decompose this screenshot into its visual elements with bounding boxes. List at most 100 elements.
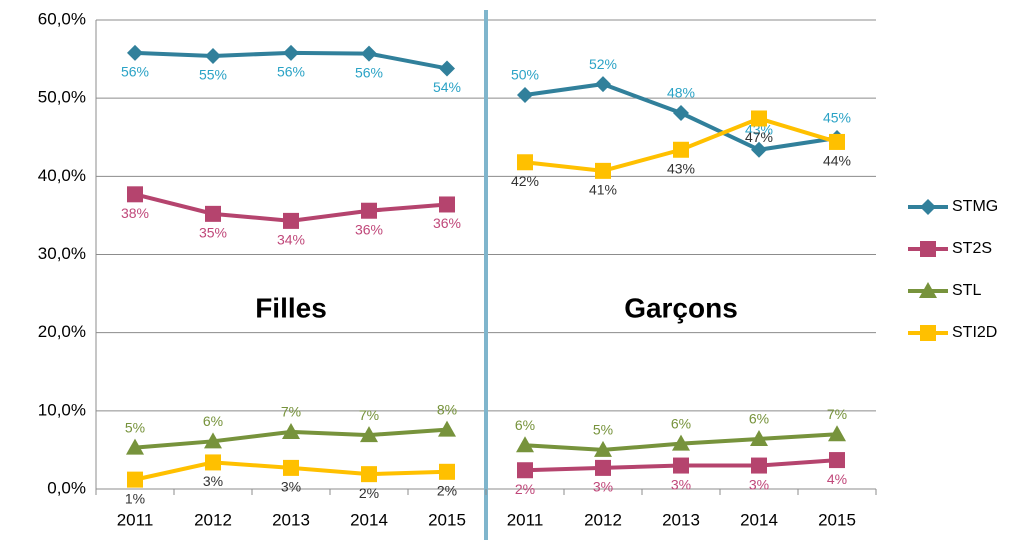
value-label: 38% xyxy=(121,205,149,221)
legend-label: ST2S xyxy=(952,240,992,257)
point xyxy=(595,76,611,93)
point xyxy=(126,438,144,455)
value-label: 34% xyxy=(277,232,305,248)
legend-label: STMG xyxy=(952,198,998,215)
value-label: 44% xyxy=(823,153,851,169)
value-label: 6% xyxy=(671,415,691,431)
point xyxy=(751,110,767,127)
y-tick-label: 10,0% xyxy=(38,400,86,419)
point xyxy=(517,154,533,171)
y-tick-label: 60,0% xyxy=(38,9,86,28)
x-tick-label: 2012 xyxy=(194,510,232,529)
value-label: 3% xyxy=(593,479,613,495)
value-label: 48% xyxy=(667,85,695,101)
point xyxy=(751,141,767,158)
point xyxy=(127,471,143,488)
value-label: 47% xyxy=(745,129,773,145)
panel-label: Filles xyxy=(255,292,327,323)
x-tick-label: 2015 xyxy=(428,510,466,529)
x-tick-label: 2013 xyxy=(272,510,310,529)
value-label: 3% xyxy=(203,473,223,489)
value-label: 50% xyxy=(511,67,539,83)
point xyxy=(283,44,299,61)
point xyxy=(361,202,377,219)
value-label: 35% xyxy=(199,225,227,241)
point xyxy=(673,141,689,158)
point xyxy=(360,426,378,443)
legend-marker xyxy=(920,199,936,215)
value-label: 8% xyxy=(437,401,457,417)
value-label: 2% xyxy=(359,485,379,501)
value-label: 6% xyxy=(515,417,535,433)
x-tick-label: 2012 xyxy=(584,510,622,529)
point xyxy=(439,60,455,77)
value-label: 4% xyxy=(827,471,847,487)
value-label: 54% xyxy=(433,79,461,95)
value-label: 7% xyxy=(359,407,379,423)
y-tick-label: 0,0% xyxy=(47,478,86,497)
point xyxy=(282,422,300,439)
value-label: 45% xyxy=(823,110,851,126)
value-label: 2% xyxy=(515,481,535,497)
legend-marker xyxy=(920,241,936,257)
value-label: 2% xyxy=(437,483,457,499)
y-tick-label: 40,0% xyxy=(38,166,86,185)
point xyxy=(204,432,222,449)
point xyxy=(361,45,377,62)
point xyxy=(673,457,689,474)
value-label: 43% xyxy=(667,160,695,176)
point xyxy=(595,459,611,476)
value-label: 5% xyxy=(125,419,145,435)
value-label: 56% xyxy=(277,64,305,80)
value-label: 5% xyxy=(593,422,613,438)
value-label: 56% xyxy=(121,64,149,80)
point xyxy=(673,105,689,122)
value-label: 56% xyxy=(355,64,383,80)
point xyxy=(829,452,845,469)
value-label: 52% xyxy=(589,56,617,72)
value-label: 6% xyxy=(203,413,223,429)
y-tick-label: 20,0% xyxy=(38,322,86,341)
value-label: 6% xyxy=(749,411,769,427)
point xyxy=(361,466,377,483)
x-tick-label: 2014 xyxy=(740,510,778,529)
value-label: 36% xyxy=(433,215,461,231)
value-label: 55% xyxy=(199,67,227,83)
panel-label: Garçons xyxy=(624,292,738,323)
value-label: 7% xyxy=(281,404,301,420)
x-tick-label: 2015 xyxy=(818,510,856,529)
point xyxy=(438,420,456,437)
legend-label: STL xyxy=(952,282,981,299)
value-label: 7% xyxy=(827,406,847,422)
value-label: 42% xyxy=(511,173,539,189)
value-label: 3% xyxy=(671,476,691,492)
legend-marker xyxy=(920,325,936,341)
legend-label: STI2D xyxy=(952,324,997,341)
point xyxy=(595,162,611,179)
point xyxy=(283,212,299,229)
point xyxy=(751,457,767,474)
point xyxy=(205,47,221,64)
y-tick-label: 30,0% xyxy=(38,244,86,263)
x-tick-label: 2011 xyxy=(117,510,154,529)
x-tick-label: 2014 xyxy=(350,510,388,529)
point xyxy=(439,463,455,480)
point xyxy=(439,196,455,213)
point xyxy=(517,87,533,104)
value-label: 41% xyxy=(589,182,617,198)
point xyxy=(594,440,612,457)
x-tick-label: 2011 xyxy=(507,510,544,529)
point xyxy=(829,133,845,150)
point xyxy=(127,186,143,203)
point xyxy=(127,44,143,61)
point xyxy=(205,205,221,222)
point xyxy=(283,459,299,476)
value-label: 3% xyxy=(281,479,301,495)
value-label: 36% xyxy=(355,221,383,237)
point xyxy=(205,454,221,471)
y-tick-label: 50,0% xyxy=(38,88,86,107)
point xyxy=(750,429,768,446)
point xyxy=(516,436,534,453)
point xyxy=(517,462,533,479)
